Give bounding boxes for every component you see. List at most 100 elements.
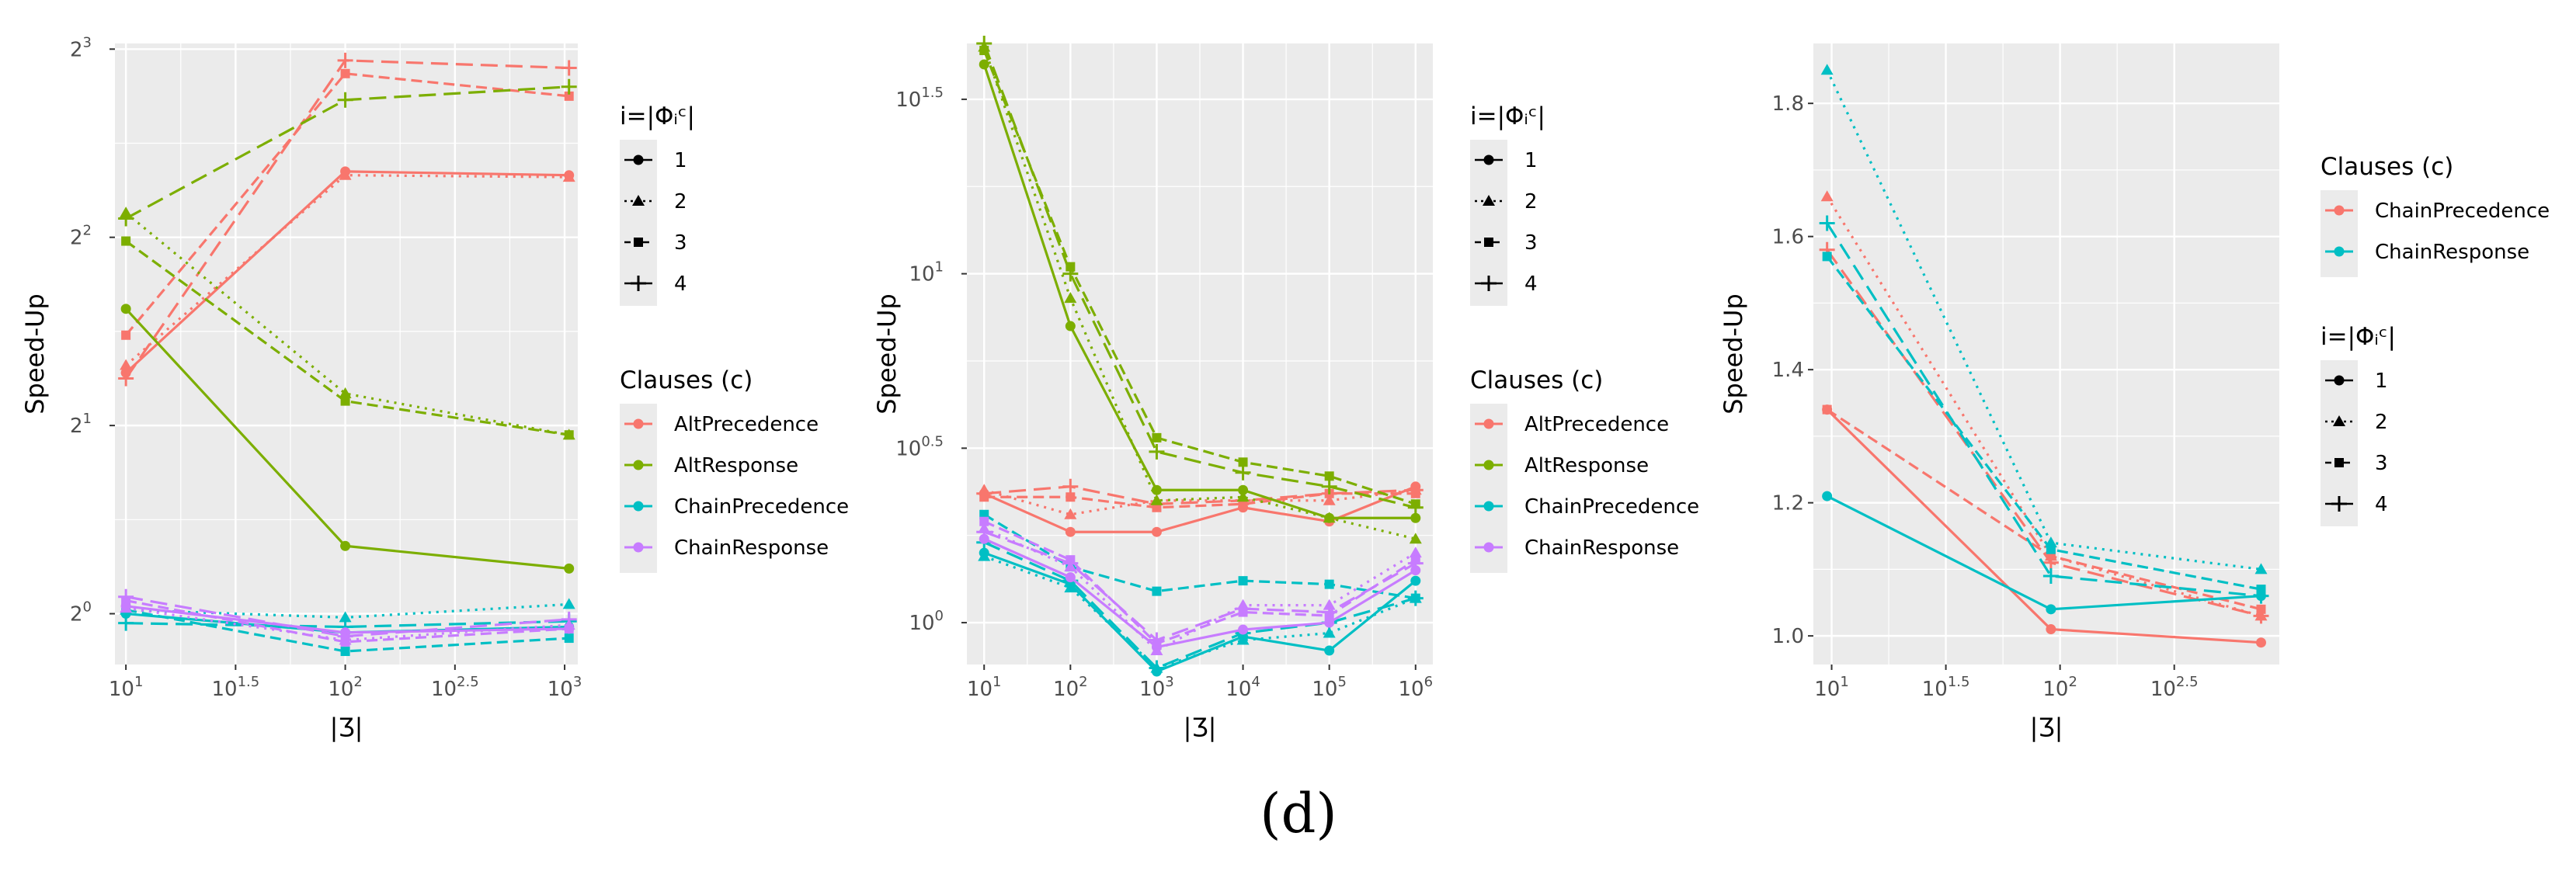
legend-shape-marker: [1483, 195, 1495, 206]
data-point-altresponse-i3: [340, 396, 350, 406]
legend-shape-marker: [2333, 415, 2345, 426]
data-point-chainresponse-i2: [1409, 547, 1422, 558]
y-tick-label: 21: [70, 411, 92, 438]
data-point-altresponse-i1: [1238, 484, 1249, 495]
data-point-chainprecedence-i2: [978, 550, 991, 561]
series-line-chainresponse-i3: [983, 520, 1417, 645]
legend-shape-label: 4: [1524, 272, 1538, 296]
legend-shape-label: 2: [1524, 190, 1538, 213]
x-tick-label: 101.5: [1922, 674, 1970, 701]
x-tick-label: 101.5: [211, 674, 259, 701]
data-point-altresponse-i4: [1149, 443, 1165, 460]
data-point-chainresponse-i4: [1149, 632, 1165, 648]
legend-clause-marker: [1483, 501, 1494, 512]
data-point-chainresponse-i2: [1820, 64, 1834, 75]
series-line-chainresponse-i2: [983, 527, 1417, 652]
x-tick-label: 101: [1814, 674, 1849, 701]
legend-shape-marker: [1483, 154, 1494, 165]
x-tick-label: 102: [328, 674, 363, 701]
legend-clause-label: AltResponse: [1524, 454, 1649, 477]
y-axis-title: Speed-Up: [1719, 293, 1748, 415]
figure-caption: (d): [1260, 782, 1337, 845]
series-line-altprecedence-i3: [124, 72, 569, 336]
chart-panel-1: 101 101.5 102 102.5 10320212223|Ʒ|Speed-Upi=…: [20, 34, 849, 742]
legend-clause-label: AltPrecedence: [1524, 413, 1669, 436]
data-point-chainresponse-i4: [1062, 555, 1079, 571]
data-point-altprecedence-i3: [564, 91, 574, 101]
data-point-chainprecedence-i3: [1152, 586, 1162, 596]
data-point-chainresponse-i3: [2046, 544, 2056, 554]
x-tick-label: 102.5: [2150, 674, 2199, 701]
series-line-chainresponse-i1: [983, 537, 1417, 649]
data-point-chainresponse-i4: [1407, 555, 1424, 571]
legend-clause-marker: [1483, 460, 1494, 470]
data-point-altresponse-i4: [561, 78, 577, 95]
data-point-altresponse-i1: [979, 59, 989, 70]
data-point-altprecedence-i2: [1064, 508, 1077, 519]
data-point-altprecedence-i1: [1065, 526, 1076, 537]
data-point-chainresponse-i3: [1822, 252, 1832, 262]
data-point-chainresponse-i2: [2254, 563, 2268, 574]
data-point-chainresponse-i4: [976, 524, 993, 540]
legend-shape-marker: [1481, 276, 1497, 291]
data-point-altresponse-i4: [118, 210, 134, 227]
data-point-altprecedence-i3: [1066, 492, 1076, 502]
data-point-chainresponse-i4: [337, 628, 353, 644]
data-point-altresponse-i1: [1151, 484, 1162, 495]
data-point-chainprecedence-i3: [1822, 404, 1832, 415]
data-point-chainresponse-i1: [1822, 491, 1833, 501]
data-point-chainprecedence-i4: [1149, 660, 1165, 676]
data-point-chainresponse-i2: [1150, 644, 1163, 656]
data-point-chainresponse-i1: [2046, 604, 2056, 615]
data-point-chainresponse-i1: [1065, 572, 1076, 583]
legend-clauses-title: Clauses (c): [1470, 366, 1603, 394]
legend-clause-marker: [633, 460, 644, 470]
y-tick-label: 22: [70, 223, 92, 250]
y-tick-label: 1.0: [1772, 625, 1804, 648]
series-line-chainprecedence-i4: [983, 541, 1417, 670]
x-tick-label: 101: [109, 674, 144, 701]
data-point-chainprecedence-i2: [562, 598, 575, 609]
legend-shape-label: 2: [674, 190, 687, 213]
legend-clause-marker: [633, 501, 644, 512]
data-point-chainresponse-i3: [564, 623, 574, 633]
legend-shape-marker: [2334, 458, 2344, 467]
series-line-altresponse-i2: [125, 211, 569, 436]
legend-clause-marker: [2334, 246, 2345, 257]
legend-shape-marker: [631, 276, 646, 291]
y-tick-label: 20: [70, 599, 92, 626]
y-tick-label: 1.6: [1772, 226, 1804, 249]
series-line-chainprecedence-i3: [125, 609, 569, 653]
data-point-altresponse-i3: [1238, 457, 1248, 467]
chart-panel-2: 101 102 103 104 105 106 100 100.5 101 101.5 |Ʒ| Spe…: [872, 36, 1699, 742]
data-point-altresponse-i4: [1235, 464, 1251, 481]
data-point-chainprecedence-i1: [1324, 645, 1335, 656]
series-line-chainprecedence-i2: [1826, 196, 2261, 617]
x-tick-label: 101: [967, 674, 1002, 701]
legend-clause-label: ChainResponse: [1524, 536, 1679, 560]
data-point-altresponse-i1: [1065, 321, 1076, 331]
x-tick-label: 103: [1139, 674, 1174, 701]
data-point-altresponse-i4: [1407, 499, 1424, 515]
data-point-altresponse-i2: [1064, 292, 1077, 304]
data-point-chainprecedence-i3: [340, 647, 350, 657]
legend-clause-label: ChainPrecedence: [2375, 200, 2550, 223]
legend-shape-label: 3: [2375, 452, 2388, 475]
series-line-chainresponse-i4: [983, 530, 1417, 642]
y-axis-title: Speed-Up: [872, 293, 902, 415]
legend-shape-label: 3: [1524, 231, 1538, 255]
legend-shape-label: 3: [674, 231, 687, 255]
data-point-altresponse-i4: [1062, 265, 1079, 282]
data-point-altresponse-i3: [1152, 432, 1162, 442]
legend-clause-label: ChainResponse: [674, 536, 829, 560]
legend-key-background: [2320, 190, 2358, 277]
plot-background: [115, 43, 578, 665]
legend-clauses-title: Clauses (c): [2320, 153, 2453, 181]
legend-clause-marker: [2334, 205, 2345, 216]
legend-shape-label: 1: [2375, 370, 2388, 393]
x-tick-label: 104: [1225, 674, 1260, 701]
data-point-chainresponse-i4: [1321, 604, 1337, 620]
legend-clause-label: ChainPrecedence: [1524, 495, 1699, 519]
series-line-altprecedence-i4: [984, 485, 1416, 505]
legend-shape-marker: [633, 154, 644, 165]
